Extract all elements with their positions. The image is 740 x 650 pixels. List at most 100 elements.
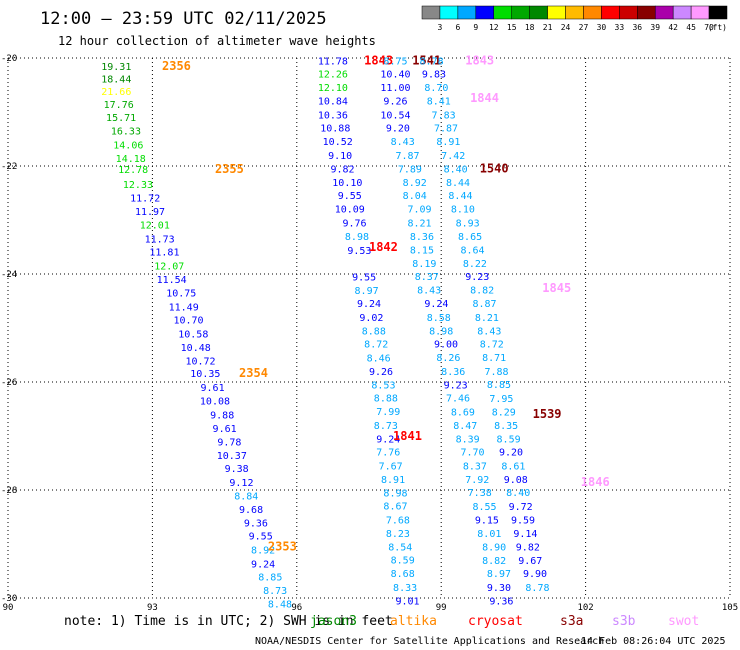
satellite-legend-item: altika: [390, 614, 437, 629]
legend-tick: 24: [561, 23, 571, 32]
swh-point-label: 8.48: [268, 599, 292, 610]
legend-swatch: [565, 5, 584, 20]
swh-point-label: 8.98: [345, 232, 369, 243]
x-tick-label: 99: [436, 603, 447, 613]
y-tick-label: -22: [1, 162, 17, 172]
swh-point-label: 7.83: [432, 111, 456, 122]
swh-point-label: 8.97: [355, 286, 379, 297]
legend-tick: 42: [668, 23, 678, 32]
swh-point-label: 21.66: [101, 87, 131, 98]
swh-point-label: 8.36: [410, 232, 434, 243]
swh-point-label: 8.61: [501, 462, 525, 473]
swh-point-label: 9.55: [249, 531, 273, 542]
swh-point-label: 9.61: [213, 424, 237, 435]
swh-point-label: 7.09: [407, 205, 431, 216]
swh-point-label: 11.00: [380, 83, 410, 94]
track-label: 1843: [465, 54, 494, 68]
satellite-legend-item: cryosat: [468, 614, 523, 629]
swh-point-label: 9.12: [229, 478, 253, 489]
swh-point-label: 10.52: [323, 137, 353, 148]
swh-point-label: 8.69: [451, 408, 475, 419]
swh-point-label: 9.88: [210, 410, 234, 421]
swh-point-label: 8.91: [436, 137, 460, 148]
legend-tick: 3: [438, 23, 443, 32]
color-legend: 3 6 9 12 15 18 21 24 27 30 33 36 39 42 45 70(ft): [421, 5, 728, 32]
swh-point-label: 16.33: [111, 126, 141, 137]
x-tick-label: 96: [291, 603, 302, 613]
track-label: 1539: [533, 407, 562, 421]
swh-point-label: 8.84: [234, 491, 258, 502]
swh-point-label: 8.98: [383, 489, 407, 500]
swh-point-label: 8.91: [381, 475, 405, 486]
swh-point-label: 8.55: [472, 502, 496, 513]
swh-point-label: 9.36: [244, 518, 268, 529]
swh-point-label: 8.39: [456, 435, 480, 446]
swh-point-label: 19.31: [101, 62, 131, 73]
legend-tick: 21: [543, 23, 553, 32]
swh-point-label: 10.08: [200, 396, 230, 407]
swh-point-label: 9.26: [383, 97, 407, 108]
legend-swatch: [529, 5, 548, 20]
swh-point-label: 17.76: [104, 100, 134, 111]
swh-point-label: 8.33: [393, 583, 417, 594]
swh-point-label: 8.90: [482, 543, 506, 554]
satellite-legend-item: s3b: [612, 614, 636, 629]
swh-point-label: 8.43: [477, 327, 501, 338]
swh-point-label: 10.48: [181, 343, 211, 354]
x-tick-label: 105: [722, 603, 738, 613]
swh-point-label: 9.55: [352, 273, 376, 284]
swh-point-label: 8.71: [482, 353, 506, 364]
swh-point-label: 12.78: [118, 165, 148, 176]
swh-point-label: 8.87: [472, 299, 496, 310]
legend-tick: 33: [615, 23, 625, 32]
swh-point-label: 8.58: [427, 313, 451, 324]
swh-point-label: 10.36: [318, 111, 348, 122]
swh-point-label: 7.95: [489, 394, 513, 405]
y-tick-label: -28: [1, 486, 17, 496]
y-tick-label: -20: [1, 54, 17, 64]
legend-swatch: [654, 5, 674, 20]
legend-swatch: [475, 5, 495, 20]
swh-point-label: 10.09: [335, 205, 365, 216]
swh-point-label: 8.73: [374, 421, 398, 432]
swh-point-label: 12.01: [140, 220, 170, 231]
swh-point-label: 7.42: [441, 151, 465, 162]
swh-point-label: 8.46: [367, 354, 391, 365]
satellite-legend-item: jason3: [310, 614, 357, 629]
track-label: 1842: [369, 240, 398, 254]
swh-point-label: 9.01: [395, 597, 419, 608]
swh-point-label: 8.21: [475, 313, 499, 324]
swh-point-label: 9.67: [518, 556, 542, 567]
y-tick-label: -26: [1, 378, 17, 388]
swh-point-label: 8.68: [391, 569, 415, 580]
swh-point-label: 8.97: [487, 569, 511, 580]
swh-point-label: 8.37: [463, 462, 487, 473]
legend-swatch: [672, 5, 692, 20]
legend-swatch: [619, 5, 638, 20]
swh-point-label: 7.89: [398, 165, 422, 176]
swh-point-label: 7.68: [386, 516, 410, 527]
swh-point-label: 8.23: [386, 529, 410, 540]
swh-point-label: 9.24: [251, 559, 275, 570]
legend-swatch: [708, 5, 728, 20]
swh-point-label: 8.21: [407, 219, 431, 230]
swh-point-label: 7.76: [376, 448, 400, 459]
chart-subtitle: 12 hour collection of altimeter wave hei…: [58, 34, 376, 48]
generated-timestamp: 14 Feb 08:26:04 UTC 2025: [581, 636, 726, 647]
swh-point-label: 8.43: [391, 137, 415, 148]
swh-point-label: 8.04: [403, 191, 427, 202]
track-label: 1540: [480, 162, 509, 176]
satellite-legend: jason3 altika cryosat s3a s3b swot: [310, 614, 699, 629]
satellite-legend-item: swot: [668, 614, 699, 629]
swh-point-label: 12.26: [318, 70, 348, 81]
swh-point-label: 7.99: [376, 407, 400, 418]
swh-point-label: 8.59: [391, 556, 415, 567]
swh-point-label: 8.43: [417, 286, 441, 297]
swh-point-label: 7.70: [460, 448, 484, 459]
swh-point-label: 8.82: [470, 286, 494, 297]
swh-point-label: 14.06: [113, 140, 143, 151]
swh-point-label: 8.73: [263, 586, 287, 597]
chart-title: 12:00 — 23:59 UTC 02/11/2025: [40, 9, 327, 29]
swh-point-label: 9.61: [201, 383, 225, 394]
